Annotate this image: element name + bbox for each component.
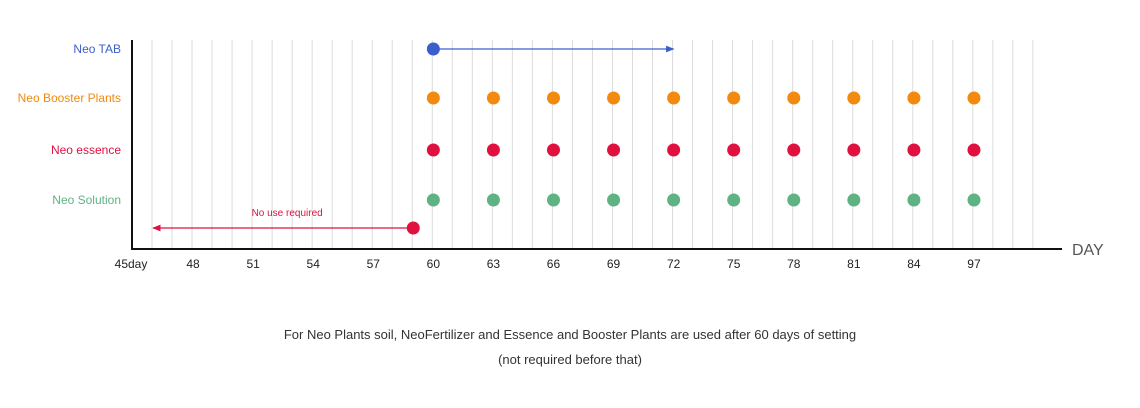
- x-tick-label: 97: [967, 257, 981, 271]
- data-point: [546, 193, 560, 207]
- x-tick-label: 60: [427, 257, 441, 271]
- row-label: Neo TAB: [73, 42, 121, 56]
- data-point: [486, 91, 500, 105]
- caption-line-1: For Neo Plants soil, NeoFertilizer and E…: [283, 327, 857, 342]
- data-point: [426, 91, 440, 105]
- x-tick-label: 63: [487, 257, 501, 271]
- data-point: [667, 193, 681, 207]
- x-tick-labels: 45day 48 51 54 57 60 63 66 69 72 75 78 81 84 97: [115, 257, 981, 271]
- data-point: [426, 42, 440, 56]
- x-tick-label: 72: [667, 257, 681, 271]
- data-point: [727, 143, 741, 157]
- row-label: Neo Booster Plants: [18, 91, 121, 105]
- data-point: [907, 91, 921, 105]
- x-tick-label: 69: [607, 257, 621, 271]
- timeline-chart: DAY 45day 48 51 54 57 60 63 66 69 72 75 78 81 84 97 Ne…: [18, 40, 1104, 271]
- data-point: [787, 143, 801, 157]
- data-point: [607, 143, 621, 157]
- grid-lines: [151, 40, 1034, 248]
- data-point: [787, 91, 801, 105]
- data-point: [967, 193, 981, 207]
- x-tick-label: 84: [907, 257, 921, 271]
- x-tick-label: 78: [787, 257, 801, 271]
- data-point: [426, 193, 440, 207]
- row-label: Neo essence: [51, 143, 121, 157]
- data-point: [847, 193, 861, 207]
- x-tick-label: 54: [307, 257, 321, 271]
- data-point: [486, 143, 500, 157]
- data-point: [486, 193, 500, 207]
- x-tick-label: 66: [547, 257, 561, 271]
- data-point: [967, 143, 981, 157]
- data-point: [907, 193, 921, 207]
- x-axis-label: DAY: [1072, 242, 1104, 259]
- x-tick-label: 57: [367, 257, 381, 271]
- data-point: [406, 221, 420, 235]
- caption-line-2: (not required before that): [498, 352, 642, 367]
- x-tick-label: 81: [847, 257, 861, 271]
- x-tick-label: 48: [186, 257, 200, 271]
- data-point: [907, 143, 921, 157]
- data-point: [607, 91, 621, 105]
- data-point: [546, 91, 560, 105]
- data-point: [546, 143, 560, 157]
- data-point: [607, 193, 621, 207]
- data-point: [727, 193, 741, 207]
- data-point: [787, 193, 801, 207]
- x-tick-label: 51: [246, 257, 260, 271]
- row-labels: Neo TAB Neo Booster Plants Neo essence Neo …: [18, 42, 122, 207]
- data-point: [426, 143, 440, 157]
- row-label: Neo Solution: [52, 193, 121, 207]
- arrow-label: No use required: [252, 208, 323, 219]
- data-point: [847, 143, 861, 157]
- data-point: [667, 143, 681, 157]
- data-point: [667, 91, 681, 105]
- data-points: No use required: [152, 42, 981, 235]
- x-tick-label: 75: [727, 257, 741, 271]
- x-tick-label: 45day: [115, 257, 148, 271]
- data-point: [967, 91, 981, 105]
- data-point: [727, 91, 741, 105]
- data-point: [847, 91, 861, 105]
